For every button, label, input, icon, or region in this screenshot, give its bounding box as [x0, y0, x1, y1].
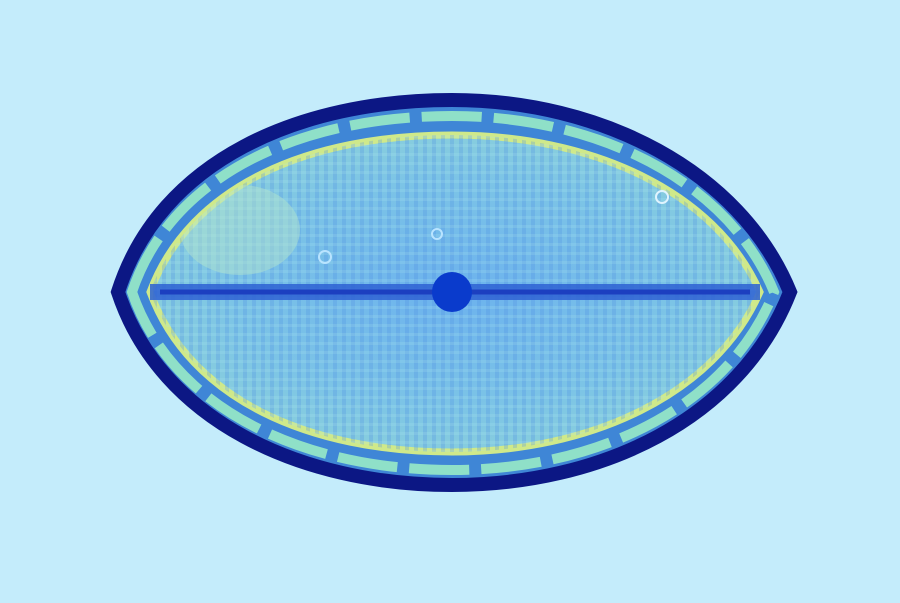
particle — [431, 228, 443, 240]
valve-margin — [126, 110, 780, 476]
particle — [655, 190, 669, 204]
particle — [318, 250, 332, 264]
central-nodule — [432, 272, 472, 312]
